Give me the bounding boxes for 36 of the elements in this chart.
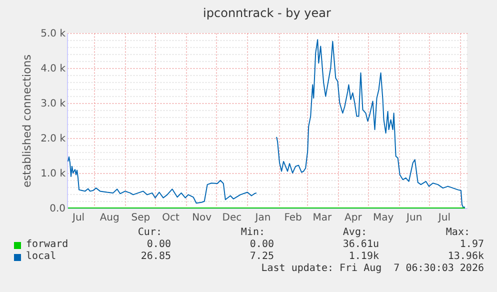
x-tick-label: Oct xyxy=(162,212,180,224)
y-tick-label: 5.0 k xyxy=(40,28,66,40)
x-tick-label: Dec xyxy=(222,212,242,224)
text: Last update: Fri Aug 7 06:30:03 2026 xyxy=(261,263,484,275)
text: 1.97 xyxy=(460,239,484,251)
text: 36.61u xyxy=(342,239,379,251)
text: Avg: xyxy=(342,227,367,239)
y-tick-label: 1.0 k xyxy=(40,168,66,180)
x-tick-label: Apr xyxy=(344,212,363,224)
x-tick-label: Aug xyxy=(100,212,120,224)
y-axis-title: established connections xyxy=(20,54,34,188)
text: Max: xyxy=(446,227,470,239)
x-tick-label: Sep xyxy=(131,212,150,224)
text: 1.19k xyxy=(348,251,379,263)
x-tick-label: Jul xyxy=(71,212,85,224)
text: 0.00 xyxy=(250,239,274,251)
x-tick-label: Nov xyxy=(192,212,212,224)
x-tick-label: Jan xyxy=(254,212,271,224)
chart-title: ipconntrack - by year xyxy=(203,6,332,20)
text: Cur: xyxy=(138,227,162,239)
y-tick-label: 3.0 k xyxy=(40,98,66,110)
x-tick-label: Jun xyxy=(406,212,422,224)
x-tick-label: Mar xyxy=(312,212,332,224)
x-tick-label: Jul xyxy=(437,212,450,224)
text: Min: xyxy=(240,227,265,239)
y-tick-label: 0.0 xyxy=(50,204,66,214)
legend-label: local xyxy=(26,251,56,263)
y-tick-label: 4.0 k xyxy=(40,64,66,74)
text: 7.25 xyxy=(250,251,274,263)
y-tick-label: 2.0 k xyxy=(40,134,66,144)
text: 26.85 xyxy=(140,251,171,263)
text: 13.96k xyxy=(448,251,484,263)
x-tick-label: Feb xyxy=(284,212,302,224)
x-tick-label: May xyxy=(372,212,394,224)
text: 0.00 xyxy=(146,239,171,251)
legend-label: forward xyxy=(26,239,68,251)
